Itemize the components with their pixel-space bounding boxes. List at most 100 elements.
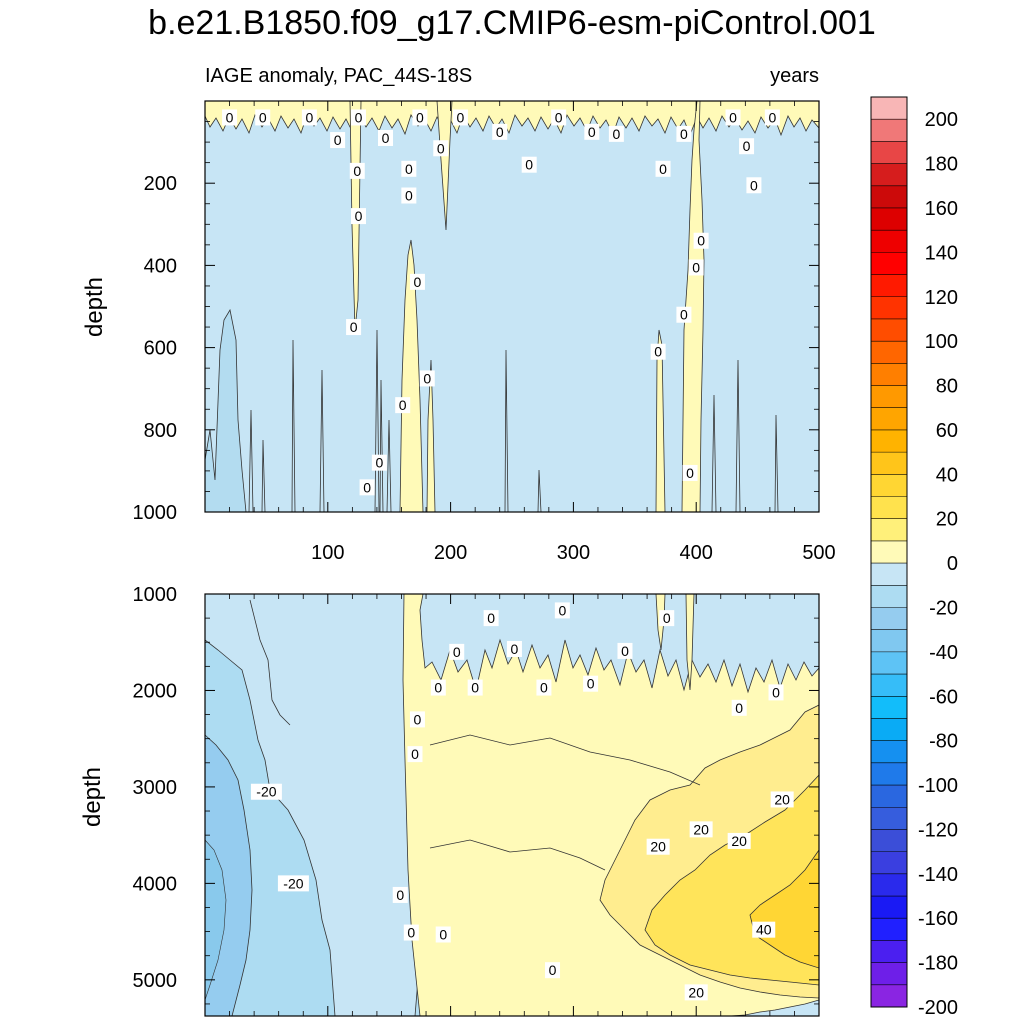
contour-label-box <box>617 642 633 659</box>
contour-label-text: 0 <box>612 126 620 142</box>
contour-label-box <box>659 610 675 627</box>
contour-label: 0 <box>407 746 423 763</box>
colorbar-swatch <box>871 540 907 564</box>
contour-label-box <box>409 273 425 290</box>
contour-label-box <box>676 306 692 323</box>
contour-label-text: 40 <box>756 922 772 938</box>
contour-label-text: 0 <box>772 684 780 700</box>
colorbar-swatch <box>871 185 907 209</box>
contour-label: 0 <box>433 140 449 157</box>
contour-label-text: 0 <box>375 455 383 471</box>
contour-label-text: 0 <box>680 307 688 323</box>
contour-label: 0 <box>351 109 366 126</box>
contour-label-box <box>725 109 741 126</box>
contour-label-text: -20 <box>256 784 276 800</box>
contour-label-box <box>770 791 794 808</box>
contour-label: 20 <box>770 791 794 808</box>
colorbar-swatch <box>871 851 907 875</box>
contour-label-box <box>583 675 599 692</box>
contour-label-text: 0 <box>350 319 358 335</box>
colorbar-swatch <box>871 585 907 608</box>
contour-label-box <box>349 162 365 179</box>
contour-label-text: 20 <box>693 821 709 837</box>
contour-label: 0 <box>554 602 570 619</box>
contour-label-text: 0 <box>226 109 234 125</box>
contour-label-box <box>483 610 499 627</box>
chart-title: b.e21.B1850.f09_g17.CMIP6-esm-piControl.… <box>148 4 876 42</box>
contour-label-text: 0 <box>588 124 596 140</box>
contour-label-box <box>676 125 692 142</box>
colorbar-swatch <box>871 651 907 675</box>
colorbar-swatch <box>871 318 907 342</box>
colorbar-swatch <box>871 452 907 475</box>
colorbar-swatch <box>871 341 907 364</box>
contour-label-box <box>351 109 366 126</box>
contour-label: 0 <box>676 125 692 142</box>
contour-label: 0 <box>693 232 709 249</box>
colorbar-swatch <box>871 762 907 786</box>
lower-y-tick-label: 3000 <box>133 777 178 799</box>
contour-label-box <box>255 109 271 126</box>
contour-label-box <box>646 838 670 855</box>
contour-label-text: 0 <box>407 925 415 941</box>
colorbar-tick-label: 40 <box>936 464 958 486</box>
colorbar-tick-label: 80 <box>936 376 958 398</box>
contour-label-text: 0 <box>587 676 595 692</box>
colorbar-tick-label: -180 <box>918 953 958 975</box>
contour-label: 0 <box>409 711 425 728</box>
contour-label: -20 <box>250 783 282 800</box>
contour-label: -20 <box>277 875 309 892</box>
upper-background-fill <box>205 101 819 512</box>
contour-label: 0 <box>409 273 425 290</box>
contour-label: 0 <box>403 924 419 941</box>
contour-label: 0 <box>349 162 365 179</box>
contour-label-text: -20 <box>283 875 303 891</box>
contour-label-box <box>346 319 362 336</box>
upper-y-tick-label: 800 <box>144 420 177 442</box>
contour-label-box <box>449 643 465 660</box>
colorbar-swatch <box>871 429 907 453</box>
contour-label-box <box>768 684 784 701</box>
contour-label: 0 <box>746 177 762 194</box>
contour-label: 0 <box>725 109 741 126</box>
contour-label-text: 0 <box>686 465 694 481</box>
contour-label-box <box>521 156 537 173</box>
contour-label-box <box>650 343 666 360</box>
contour-label-box <box>359 479 375 496</box>
contour-label-box <box>412 109 428 126</box>
upper-x-tick-label: 500 <box>802 542 835 564</box>
contour-label-text: 0 <box>471 680 479 696</box>
contour-label-text: 0 <box>363 479 371 495</box>
contour-label-box <box>301 109 317 126</box>
contour-label-text: 0 <box>511 641 519 657</box>
units-label: years <box>770 65 819 87</box>
contour-label: 0 <box>330 132 346 149</box>
contour-label: 0 <box>371 454 387 471</box>
colorbar-swatch <box>871 785 907 808</box>
contour-label: 0 <box>584 123 600 140</box>
contour-label: 0 <box>650 343 666 360</box>
contour-label-box <box>682 464 698 481</box>
contour-label: 0 <box>551 109 567 126</box>
contour-label: 20 <box>689 821 713 838</box>
contour-label: 0 <box>435 926 451 943</box>
contour-label-box <box>584 123 600 140</box>
colorbar-swatch <box>871 896 907 919</box>
contour-label: 0 <box>764 109 780 126</box>
colorbar-swatch <box>871 829 907 853</box>
colorbar-tick-label: -40 <box>929 642 958 664</box>
contour-label-box <box>330 132 346 149</box>
contour-label-box <box>435 926 451 943</box>
contour-label: 0 <box>301 109 317 126</box>
contour-label: 0 <box>768 684 784 701</box>
colorbar-frame <box>870 96 908 1008</box>
contour-label: 0 <box>419 370 435 387</box>
contour-label: 0 <box>346 319 362 336</box>
contour-label-box <box>409 711 425 728</box>
contour-label: 0 <box>430 679 446 696</box>
lower-y-tick-label: 5000 <box>133 970 178 992</box>
colorbar-tick-label: -20 <box>929 597 958 619</box>
upper-x-tick-label: 200 <box>434 542 467 564</box>
